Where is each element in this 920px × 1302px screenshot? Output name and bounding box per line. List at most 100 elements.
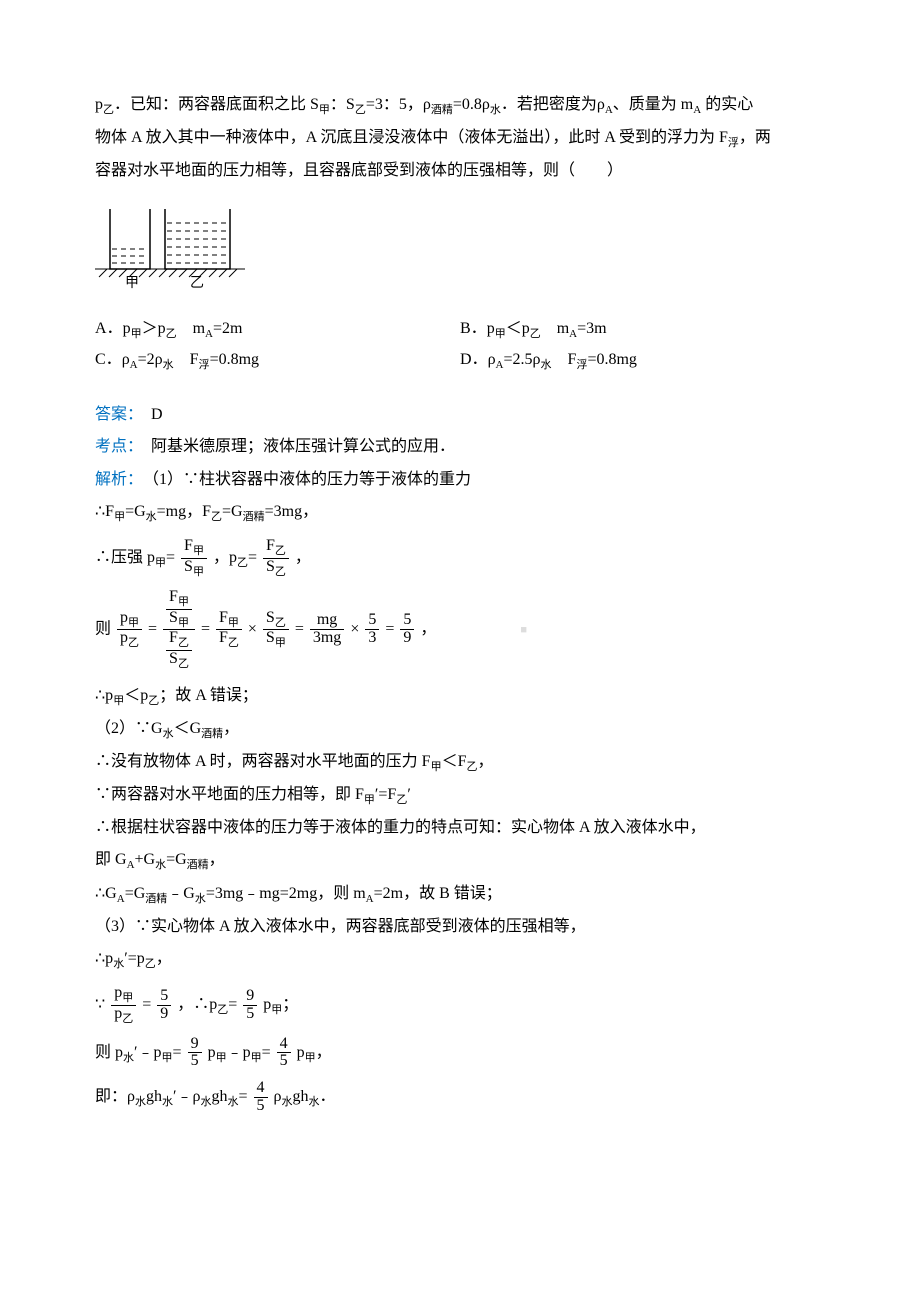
t: =3mg﹣mg=2mg，则 m bbox=[206, 885, 366, 902]
t: 乙 bbox=[178, 637, 189, 649]
t: 水 bbox=[201, 1096, 212, 1108]
container-diagram: 甲 乙 bbox=[95, 199, 825, 300]
t: ，∴p bbox=[177, 996, 217, 1013]
answer-value: D bbox=[135, 406, 163, 423]
t: A． bbox=[95, 320, 123, 337]
t: 甲 bbox=[131, 328, 142, 340]
spacer bbox=[95, 382, 825, 400]
fraction: F乙 S乙 bbox=[263, 538, 289, 578]
fraction: 4 5 bbox=[254, 1080, 268, 1115]
analysis-line-3: ∴压强 p甲= F甲 S甲 ，p乙= F乙 S乙 ， bbox=[95, 538, 825, 578]
t: 乙 bbox=[228, 637, 239, 649]
t bbox=[174, 351, 190, 368]
t: ＜p bbox=[124, 687, 148, 704]
t: = bbox=[148, 620, 157, 637]
fraction: mg 3mg bbox=[310, 612, 344, 647]
t: ， bbox=[477, 753, 493, 770]
t: 乙 bbox=[166, 328, 177, 340]
t: 水 bbox=[163, 359, 174, 371]
t: = bbox=[201, 620, 210, 637]
t: 酒精 bbox=[243, 511, 265, 523]
t: A bbox=[496, 359, 504, 371]
analysis-line-6: （2）∵G水＜G酒精， bbox=[95, 714, 825, 745]
analysis-line-10: 即 GA+G水=G酒精， bbox=[95, 845, 825, 876]
analysis-line-5: ∴p甲＜p乙；故 A 错误； bbox=[95, 681, 825, 712]
t: ∴p bbox=[95, 687, 113, 704]
t: A bbox=[693, 104, 701, 116]
t: +G bbox=[135, 851, 156, 868]
fraction: F甲 S甲 bbox=[181, 538, 207, 578]
t: 水 bbox=[195, 893, 206, 905]
t: 乙 bbox=[275, 617, 286, 629]
t: 3 bbox=[365, 630, 379, 647]
t: 乙 bbox=[128, 637, 139, 649]
t: F bbox=[219, 609, 228, 626]
t: F bbox=[190, 351, 199, 368]
t: 5 bbox=[188, 1053, 202, 1070]
t: 即 G bbox=[95, 851, 127, 868]
t: S bbox=[184, 558, 193, 575]
t: 水 bbox=[309, 1096, 320, 1108]
t: p bbox=[487, 320, 495, 337]
t: ＜G bbox=[174, 720, 202, 737]
t: 甲 bbox=[228, 617, 239, 629]
t: 9 bbox=[400, 630, 414, 647]
t: ﹣G bbox=[167, 885, 195, 902]
t: =3：5，ρ bbox=[366, 96, 431, 113]
t: gh bbox=[293, 1088, 309, 1105]
t: S bbox=[266, 558, 275, 575]
analysis-line-12: （3）∵实心物体 A 放入液体水中，两容器底部受到液体的压强相等， bbox=[95, 912, 825, 942]
t: S bbox=[266, 609, 275, 626]
t: ′=p bbox=[124, 950, 145, 967]
t: 甲 bbox=[275, 637, 286, 649]
t: =G bbox=[125, 885, 146, 902]
t: 4 bbox=[254, 1080, 268, 1098]
t: 乙 bbox=[530, 328, 541, 340]
t: ．已知：两容器底面积之比 S bbox=[114, 96, 319, 113]
t bbox=[552, 351, 568, 368]
analysis-line-14: ∵ p甲 p乙 = 5 9 ，∴p乙= 9 5 p甲； bbox=[95, 985, 825, 1025]
t: ′﹣p bbox=[134, 1044, 162, 1061]
t: 乙 bbox=[275, 566, 286, 578]
analysis-line-9: ∴根据柱状容器中液体的压力等于液体的重力的特点可知：实心物体 A 放入液体水中， bbox=[95, 813, 825, 843]
t: p bbox=[114, 1005, 122, 1022]
t: ， bbox=[420, 620, 436, 637]
fraction: F甲 S甲 F乙 S乙 bbox=[163, 589, 195, 671]
t: S bbox=[266, 629, 275, 646]
diagram-label-right: 乙 bbox=[190, 275, 204, 289]
t: 5 bbox=[277, 1053, 291, 1070]
t: p bbox=[522, 320, 530, 337]
t: 甲 bbox=[216, 1052, 227, 1064]
t: 5 bbox=[254, 1098, 268, 1115]
analysis-line-8: ∵两容器对水平地面的压力相等，即 F甲′=F乙′ bbox=[95, 780, 825, 811]
t: ρ bbox=[274, 1088, 282, 1105]
t: = bbox=[228, 996, 237, 1013]
t: =2ρ bbox=[138, 351, 163, 368]
t: = bbox=[385, 620, 394, 637]
t: ∴p bbox=[95, 950, 113, 967]
t: ∵两容器对水平地面的压力相等，即 F bbox=[95, 786, 364, 803]
t: 酒精 bbox=[431, 104, 453, 116]
t: 酒精 bbox=[201, 728, 223, 740]
t: ＞ bbox=[142, 320, 158, 337]
analysis-line-1: 解析： （1）∵柱状容器中液体的压力等于液体的重力 bbox=[95, 465, 825, 495]
fraction: 5 3 bbox=[365, 612, 379, 647]
t: A bbox=[205, 328, 213, 340]
t: ，p bbox=[213, 549, 237, 566]
t: 浮 bbox=[576, 359, 587, 371]
t: ∴没有放物体 A 时，两容器对水平地面的压力 F bbox=[95, 753, 431, 770]
t: 的实心 bbox=[701, 96, 753, 113]
t: 9 bbox=[188, 1036, 202, 1054]
t: =G bbox=[166, 851, 187, 868]
analysis-line-2: ∴F甲=G水=mg，F乙=G酒精=3mg， bbox=[95, 497, 825, 528]
analysis-line-7: ∴没有放物体 A 时，两容器对水平地面的压力 F甲＜F乙， bbox=[95, 747, 825, 778]
t: （2）∵G bbox=[95, 720, 163, 737]
watermark-icon: ■ bbox=[520, 624, 527, 636]
t: ； bbox=[282, 996, 298, 1013]
t: ﹣p bbox=[227, 1044, 251, 1061]
t bbox=[177, 320, 193, 337]
t: C． bbox=[95, 351, 122, 368]
t: 乙 bbox=[122, 1013, 133, 1025]
t: 9 bbox=[243, 988, 257, 1006]
t: m bbox=[557, 320, 569, 337]
